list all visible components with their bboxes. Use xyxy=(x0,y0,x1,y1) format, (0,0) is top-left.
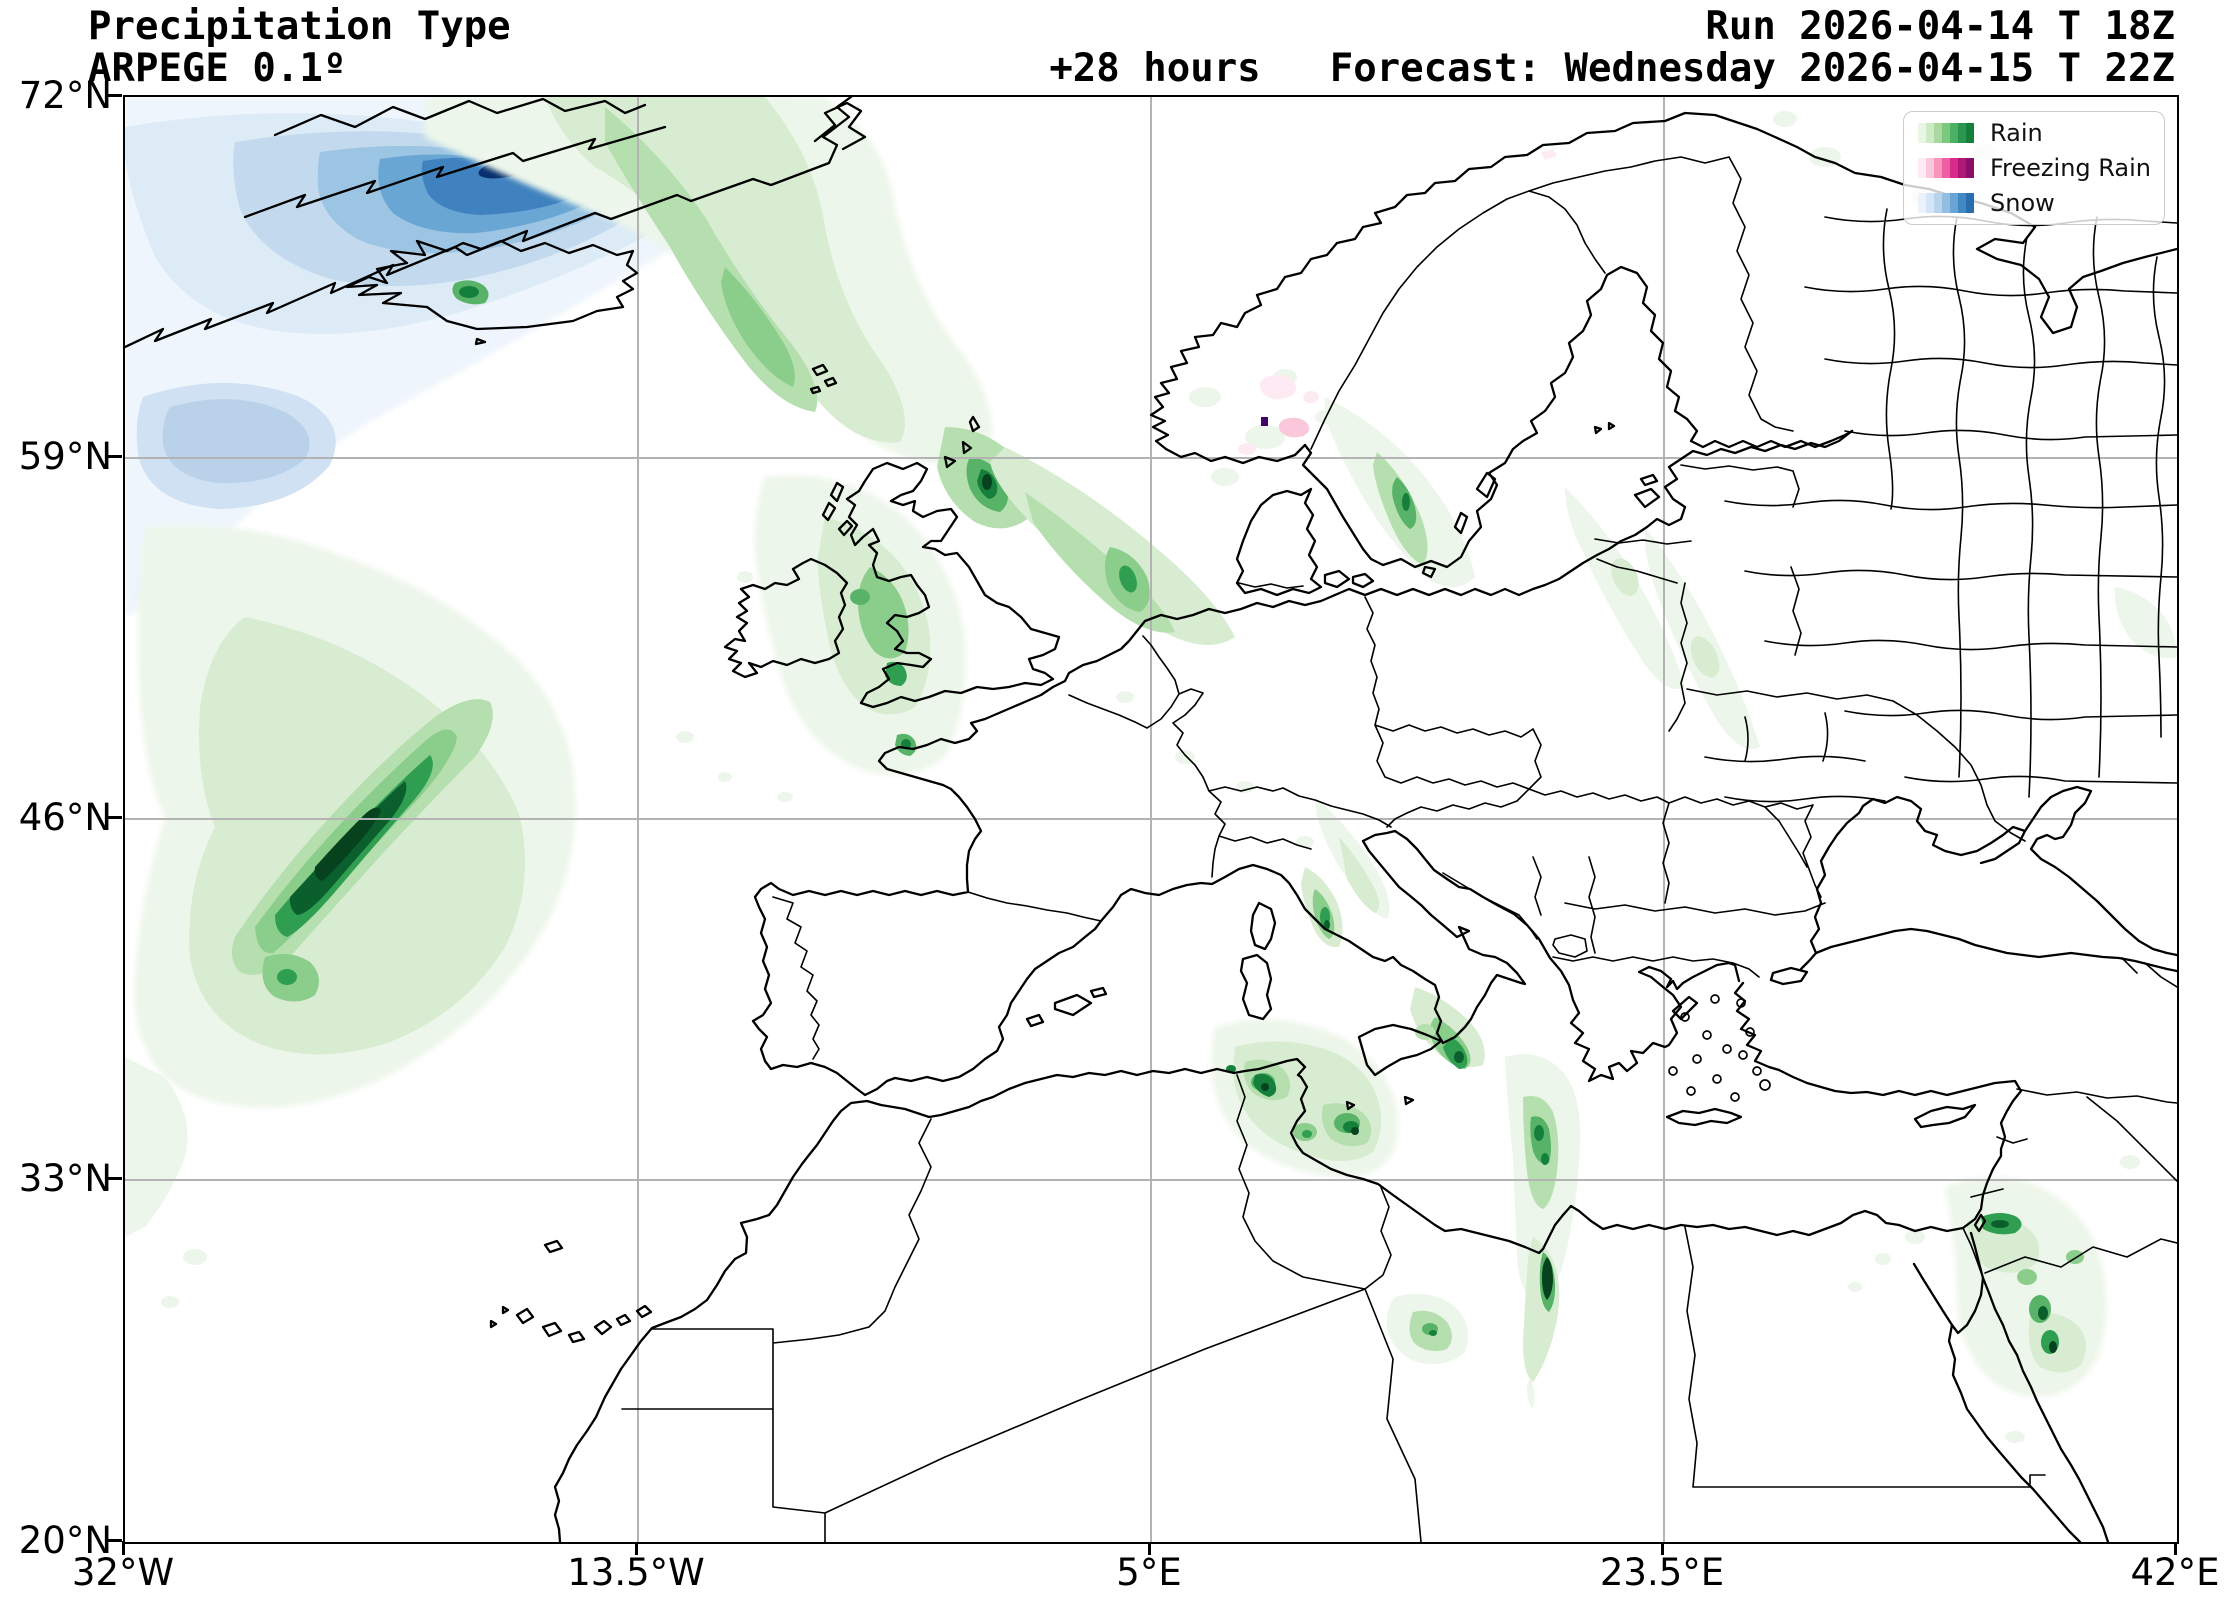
lat-tick xyxy=(108,94,122,97)
legend-entry-snow: Snow xyxy=(1918,189,2164,217)
lat-axis-label-20n: 20°N xyxy=(18,1519,112,1562)
lat-tick xyxy=(108,455,122,458)
legend-label-snow: Snow xyxy=(1990,188,2055,217)
page-title: Precipitation Type xyxy=(88,4,511,49)
lat-tick xyxy=(108,1177,122,1180)
legend-label-rain: Rain xyxy=(1990,119,2043,148)
legend-label-freezing-rain: Freezing Rain xyxy=(1990,153,2152,182)
run-label: Run 2026-04-14 T 18Z xyxy=(1705,4,2175,49)
rain-gradient-swatch xyxy=(1918,123,1974,144)
lat-tick xyxy=(108,816,122,819)
valid-label: Forecast: Wednesday 2026-04-15 T 22Z xyxy=(1329,46,2175,91)
lat-tick xyxy=(108,1539,122,1542)
weather-map: Rain Freezing Rain Snow xyxy=(123,95,2179,1544)
legend-entry-rain: Rain xyxy=(1918,119,2164,147)
lon-axis-label-5e: 5°E xyxy=(1116,1551,1182,1594)
lon-tick xyxy=(635,1541,638,1555)
lon-tick xyxy=(122,1541,125,1555)
legend-entry-freezing-rain: Freezing Rain xyxy=(1918,154,2164,182)
freezing-rain-field xyxy=(1238,149,1557,455)
lat-axis-label-33n: 33°N xyxy=(18,1157,112,1200)
lon-tick xyxy=(2174,1541,2177,1555)
snow-gradient-swatch xyxy=(1918,192,1974,213)
freezing-rain-gradient-swatch xyxy=(1918,157,1974,178)
lon-axis-label-235e: 23.5°E xyxy=(1599,1551,1725,1594)
lat-axis-label-46n: 46°N xyxy=(18,796,112,839)
map-legend: Rain Freezing Rain Snow xyxy=(1903,111,2165,225)
lat-axis-label-59n: 59°N xyxy=(18,435,112,478)
lon-axis-label-42e: 42°E xyxy=(2130,1551,2220,1594)
lon-tick xyxy=(1661,1541,1664,1555)
lon-tick xyxy=(1148,1541,1151,1555)
map-canvas xyxy=(125,97,2177,1542)
country-borders xyxy=(621,156,2177,1542)
lat-axis-label-72n: 72°N xyxy=(18,74,112,117)
lead-time-label: +28 hours xyxy=(1049,46,1261,91)
aegean-islands xyxy=(1668,994,1771,1102)
lon-axis-label-135w: 13.5°W xyxy=(567,1551,705,1594)
model-subtitle: ARPEGE 0.1º xyxy=(88,46,347,91)
lon-axis-label-32w: 32°W xyxy=(71,1551,175,1594)
